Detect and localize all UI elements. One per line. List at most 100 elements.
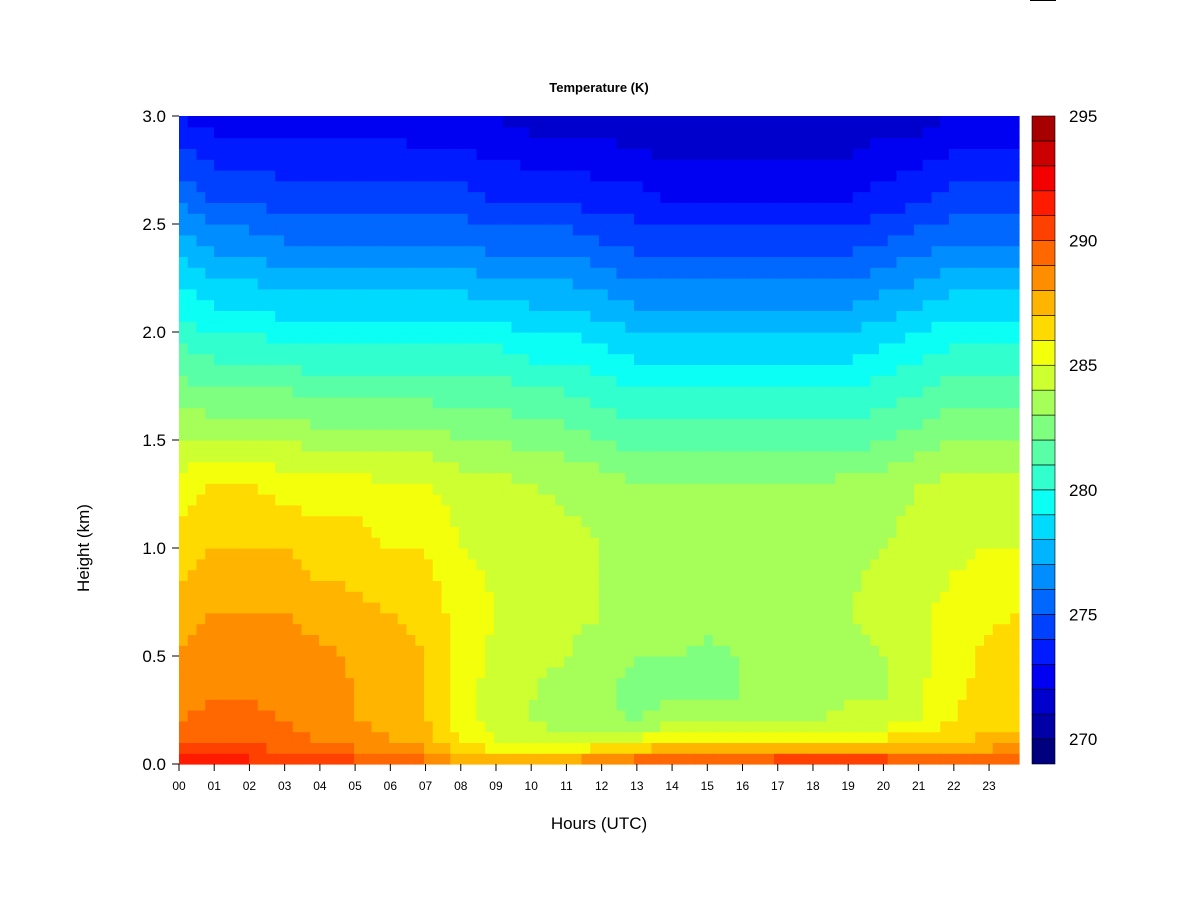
heatmap-cell	[607, 515, 618, 527]
heatmap-cell	[800, 386, 810, 398]
heatmap-cell	[205, 310, 215, 322]
heatmap-cell	[861, 688, 871, 700]
heatmap-cell	[651, 342, 661, 355]
heatmap-cell	[730, 256, 740, 268]
heatmap-cell	[721, 526, 731, 538]
heatmap-cell	[765, 742, 775, 754]
heatmap-cell	[660, 494, 670, 506]
heatmap-cell	[476, 720, 486, 733]
heatmap-cell	[651, 224, 661, 236]
heatmap-cell	[730, 731, 740, 743]
heatmap-cell	[712, 515, 723, 527]
heatmap-cell	[800, 159, 810, 171]
heatmap-cell	[616, 256, 626, 268]
heatmap-cell	[669, 645, 679, 657]
heatmap-cell	[739, 731, 749, 743]
heatmap-cell	[739, 332, 749, 344]
heatmap-cell	[835, 677, 845, 689]
heatmap-cell	[677, 472, 688, 484]
heatmap-cell	[590, 342, 600, 355]
heatmap-cell	[546, 159, 556, 171]
heatmap-cell	[581, 267, 591, 279]
heatmap-cell	[634, 159, 644, 171]
heatmap-cell	[441, 353, 451, 365]
heatmap-cell	[319, 558, 329, 571]
heatmap-cell	[581, 278, 591, 290]
heatmap-cell	[467, 180, 478, 193]
heatmap-cell	[835, 699, 845, 711]
heatmap-cell	[502, 710, 513, 722]
heatmap-cell	[362, 558, 373, 571]
heatmap-cell	[336, 710, 346, 722]
heatmap-cell	[485, 612, 495, 625]
heatmap-cell	[397, 526, 408, 538]
heatmap-cell	[266, 353, 276, 365]
heatmap-cell	[896, 688, 906, 700]
heatmap-cell	[546, 515, 556, 527]
heatmap-cell	[887, 591, 898, 603]
heatmap-cell	[791, 364, 801, 376]
heatmap-cell	[564, 526, 574, 538]
heatmap-cell	[494, 580, 504, 592]
heatmap-cell	[319, 753, 329, 765]
heatmap-cell	[546, 170, 556, 182]
heatmap-cell	[292, 278, 303, 290]
heatmap-cell	[214, 321, 224, 333]
heatmap-cell	[362, 116, 373, 128]
heatmap-cell	[354, 483, 364, 495]
heatmap-cell	[266, 278, 276, 290]
heatmap-cell	[800, 504, 810, 517]
heatmap-cell	[494, 342, 504, 355]
heatmap-cell	[809, 407, 819, 419]
heatmap-cell	[572, 656, 583, 668]
heatmap-cell	[222, 483, 233, 495]
heatmap-cell	[371, 267, 381, 279]
heatmap-cell	[800, 699, 810, 711]
heatmap-cell	[257, 429, 268, 441]
heatmap-cell	[485, 245, 495, 257]
heatmap-cell	[249, 342, 259, 355]
heatmap-cell	[494, 396, 504, 409]
heatmap-cell	[301, 710, 311, 722]
heatmap-cell	[371, 548, 381, 560]
heatmap-cell	[896, 342, 906, 355]
heatmap-cell	[327, 353, 338, 365]
heatmap-cell	[284, 116, 294, 128]
heatmap-cell	[581, 602, 591, 614]
heatmap-cell	[564, 720, 574, 733]
heatmap-cell	[572, 591, 583, 603]
heatmap-cell	[511, 126, 521, 139]
heatmap-cell	[870, 418, 880, 430]
heatmap-cell	[502, 623, 513, 635]
heatmap-cell	[686, 170, 696, 182]
heatmap-cell	[835, 213, 845, 225]
heatmap-cell	[319, 267, 329, 279]
heatmap-cell	[196, 245, 206, 257]
heatmap-cell	[415, 677, 425, 689]
heatmap-cell	[905, 591, 915, 603]
heatmap-cell	[222, 461, 233, 473]
heatmap-cell	[459, 364, 469, 376]
heatmap-cell	[730, 504, 740, 517]
heatmap-cell	[231, 332, 241, 344]
heatmap-cell	[179, 137, 189, 149]
heatmap-cell	[371, 180, 381, 193]
heatmap-cell	[861, 548, 871, 560]
heatmap-cell	[782, 224, 793, 236]
heatmap-cell	[634, 429, 644, 441]
heatmap-cell	[704, 742, 714, 754]
heatmap-cell	[704, 504, 714, 517]
heatmap-cell	[704, 245, 714, 257]
heatmap-cell	[354, 137, 364, 149]
heatmap-cell	[529, 720, 539, 733]
heatmap-cell	[870, 429, 880, 441]
heatmap-cell	[774, 180, 784, 193]
heatmap-cell	[607, 483, 618, 495]
heatmap-cell	[249, 634, 259, 646]
heatmap-cell	[651, 623, 661, 635]
heatmap-cell	[467, 742, 478, 754]
heatmap-cell	[651, 364, 661, 376]
heatmap-cell	[459, 461, 469, 473]
heatmap-cell	[896, 267, 906, 279]
heatmap-cell	[634, 364, 644, 376]
